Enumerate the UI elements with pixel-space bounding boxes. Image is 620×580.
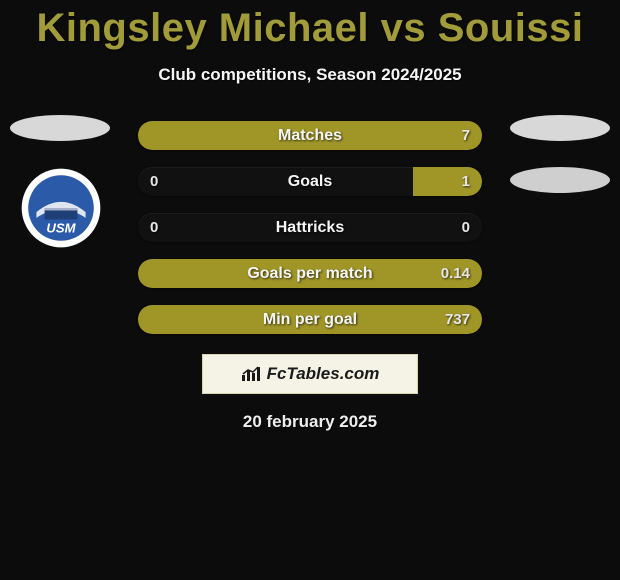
date-text: 20 february 2025: [0, 412, 620, 432]
page-title: Kingsley Michael vs Souissi: [0, 0, 620, 51]
stat-bar: Matches7: [138, 121, 482, 150]
stat-bars: Matches70Goals10Hattricks0Goals per matc…: [138, 121, 482, 334]
player-right-placeholder-2: [510, 167, 610, 193]
stat-bar: 0Goals1: [138, 167, 482, 196]
stat-value-right: 0: [462, 213, 470, 242]
stat-bar: Goals per match0.14: [138, 259, 482, 288]
stat-value-right: 1: [462, 167, 470, 196]
comparison-stage: USM Matches70Goals10Hattricks0Goals per …: [0, 121, 620, 334]
player-right-placeholder: [510, 115, 610, 141]
player-left-placeholder: [10, 115, 110, 141]
stat-value-right: 7: [462, 121, 470, 150]
bar-fill: [138, 121, 482, 150]
stat-value-right: 737: [445, 305, 470, 334]
footer-brand-box: FcTables.com: [202, 354, 418, 394]
stat-bar: 0Hattricks0: [138, 213, 482, 242]
bar-fill: [138, 259, 482, 288]
stat-label: Hattricks: [138, 213, 482, 242]
stat-value-left: 0: [150, 213, 158, 242]
bar-fill: [138, 305, 482, 334]
club-logo: USM: [20, 167, 102, 249]
stat-value-right: 0.14: [441, 259, 470, 288]
bar-fill: [413, 167, 482, 196]
footer-brand-text: FcTables.com: [267, 364, 380, 384]
subtitle: Club competitions, Season 2024/2025: [0, 65, 620, 85]
bar-chart-icon: [241, 366, 261, 382]
stat-bar: Min per goal737: [138, 305, 482, 334]
club-logo-text: USM: [46, 221, 76, 236]
stat-value-left: 0: [150, 167, 158, 196]
